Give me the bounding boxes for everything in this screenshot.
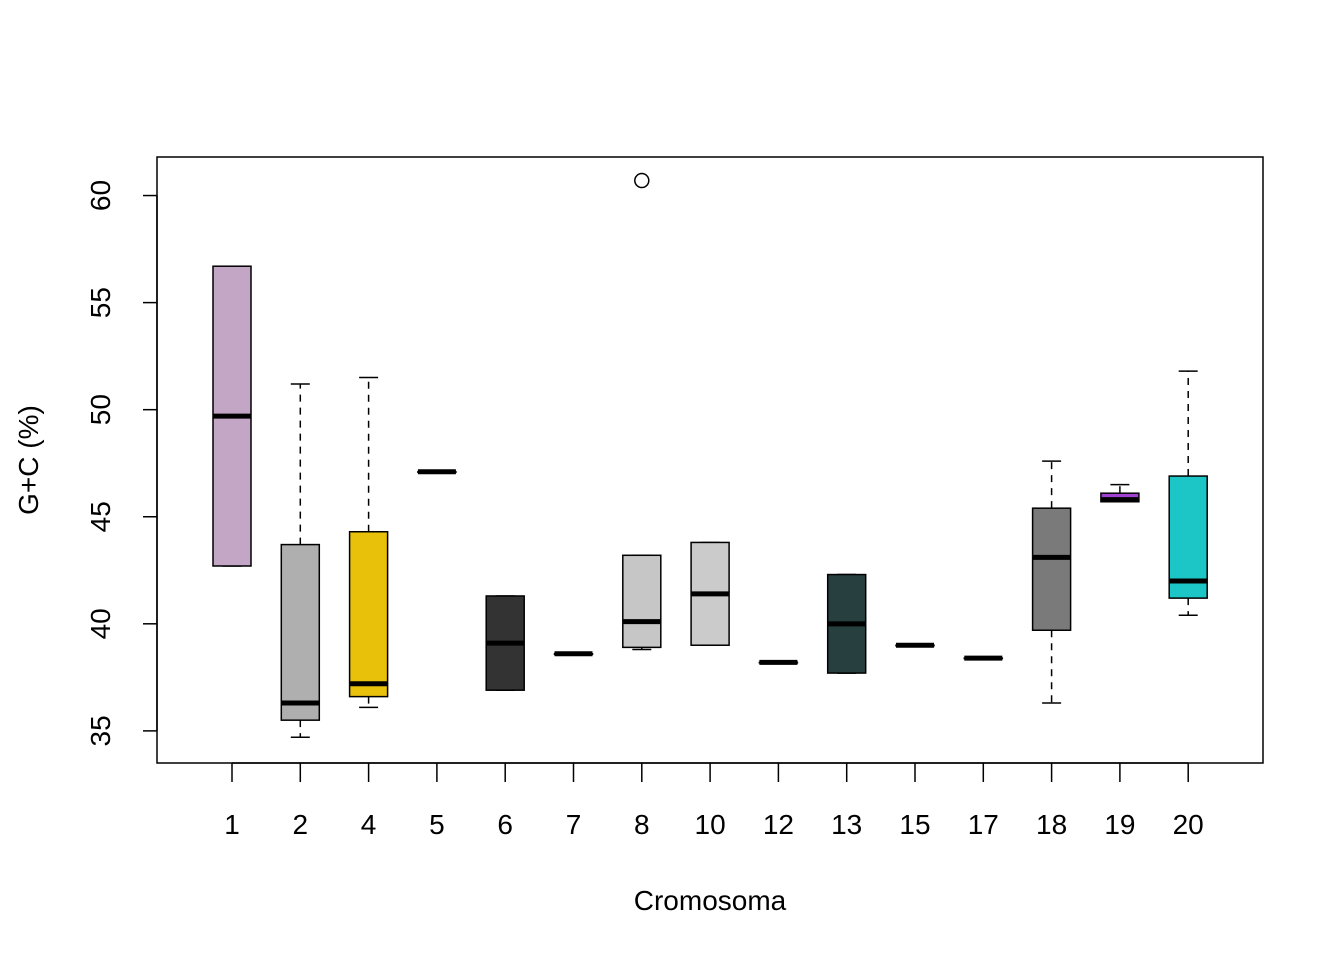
box-body (622, 554, 662, 649)
box-body (1168, 475, 1208, 599)
box-2 (280, 383, 321, 739)
y-tick-label-35: 35 (85, 715, 116, 746)
x-tick-label-4: 4 (361, 809, 377, 840)
box-body (348, 530, 389, 698)
x-tick-label-20: 20 (1173, 809, 1204, 840)
x-tick-label-17: 17 (968, 809, 999, 840)
box-body (280, 543, 321, 721)
x-tick-label-15: 15 (899, 809, 930, 840)
box-15 (895, 642, 935, 648)
x-tick-label-8: 8 (634, 809, 650, 840)
box-body (1031, 507, 1072, 631)
box-4 (348, 376, 389, 709)
y-tick-label-40: 40 (85, 608, 116, 639)
y-tick-label-60: 60 (85, 180, 116, 211)
x-tick-label-12: 12 (763, 809, 794, 840)
box-12 (758, 659, 799, 665)
x-tick-label-18: 18 (1036, 809, 1067, 840)
box-10 (690, 541, 730, 646)
box-6 (485, 595, 525, 691)
box-18 (1031, 460, 1072, 704)
y-axis: 35 40 45 50 55 60 (85, 180, 158, 746)
boxes-group (212, 172, 1208, 739)
plot-frame (156, 156, 1264, 764)
box-1 (212, 265, 252, 567)
box-13 (826, 573, 867, 674)
box-17 (963, 655, 1004, 661)
x-tick-label-13: 13 (831, 809, 862, 840)
y-tick-label-55: 55 (85, 287, 116, 318)
x-tick-label-19: 19 (1104, 809, 1135, 840)
x-tick-label-5: 5 (429, 809, 445, 840)
box-19 (1100, 483, 1140, 503)
x-tick-label-10: 10 (695, 809, 726, 840)
x-tick-label-7: 7 (566, 809, 582, 840)
x-tick-label-1: 1 (224, 809, 240, 840)
x-tick-label-6: 6 (497, 809, 513, 840)
outlier-point (634, 172, 650, 189)
y-tick-label-45: 45 (85, 501, 116, 532)
box-7 (553, 651, 594, 657)
x-tick-label-2: 2 (293, 809, 309, 840)
box-8 (622, 172, 662, 651)
y-tick-label-50: 50 (85, 394, 116, 425)
box-20 (1168, 370, 1208, 616)
x-axis-title: Cromosoma (634, 885, 787, 916)
box-5 (417, 469, 457, 475)
y-axis-title: G+C (%) (13, 405, 44, 515)
x-axis: 1 2 4 5 6 7 8 10 12 13 15 17 18 19 20 (224, 762, 1204, 840)
